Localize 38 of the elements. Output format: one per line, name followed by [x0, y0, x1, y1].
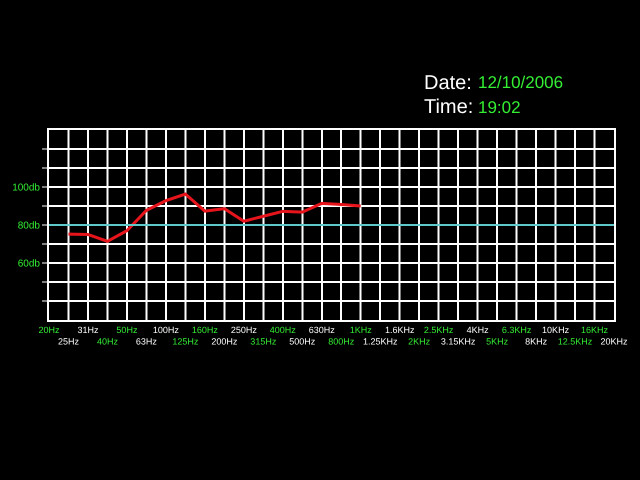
- text: Time:: [424, 96, 474, 118]
- x-tick-label: 63Hz: [136, 336, 158, 346]
- x-tick-label: 1.6KHz: [384, 324, 415, 335]
- x-tick-label: 40Hz: [96, 336, 118, 346]
- x-tick-label: 400Hz: [270, 324, 296, 335]
- x-tick-label: 800Hz: [328, 336, 355, 346]
- x-tick-label: 6.3KHz: [502, 324, 532, 335]
- x-tick-label: 250Hz: [230, 324, 258, 335]
- x-tick-label: 50Hz: [116, 324, 138, 335]
- x-tick-label: 16KHz: [581, 324, 609, 335]
- x-tick-label: 100Hz: [152, 324, 180, 335]
- y-tick-label: 80db: [18, 220, 40, 232]
- x-tick-label: 500Hz: [289, 336, 316, 346]
- x-tick-label: 125Hz: [172, 336, 199, 346]
- x-tick-label: 5KHz: [486, 336, 509, 346]
- text: 19:02: [478, 98, 521, 117]
- y-tick-label: 60db: [18, 258, 40, 270]
- x-tick-label: 160Hz: [192, 324, 218, 335]
- x-tick-label: 12.5KHz: [558, 336, 593, 346]
- x-tick-label: 31Hz: [77, 324, 99, 335]
- text: Date:: [424, 72, 472, 94]
- x-tick-label: 630Hz: [308, 324, 336, 335]
- x-tick-label: 10KHz: [542, 324, 570, 335]
- y-tick-label: 100db: [12, 182, 40, 194]
- x-tick-label: 20Hz: [38, 324, 60, 335]
- x-tick-label: 315Hz: [250, 336, 277, 346]
- x-tick-label: 2.5KHz: [424, 324, 454, 335]
- line-series: [66, 192, 362, 243]
- x-tick-label: 8KHz: [525, 336, 548, 346]
- x-tick-label: 1.25KHz: [362, 336, 398, 346]
- x-tick-label: 20KHz: [600, 336, 628, 346]
- text: 12/10/2006: [478, 73, 564, 92]
- x-tick-label: 200Hz: [211, 336, 238, 346]
- x-tick-label: 25Hz: [58, 336, 80, 346]
- x-tick-label: 2KHz: [408, 336, 431, 346]
- x-tick-label: 1KHz: [350, 324, 372, 335]
- x-tick-label: 4KHz: [466, 324, 490, 335]
- x-tick-label: 3.15KHz: [440, 336, 476, 346]
